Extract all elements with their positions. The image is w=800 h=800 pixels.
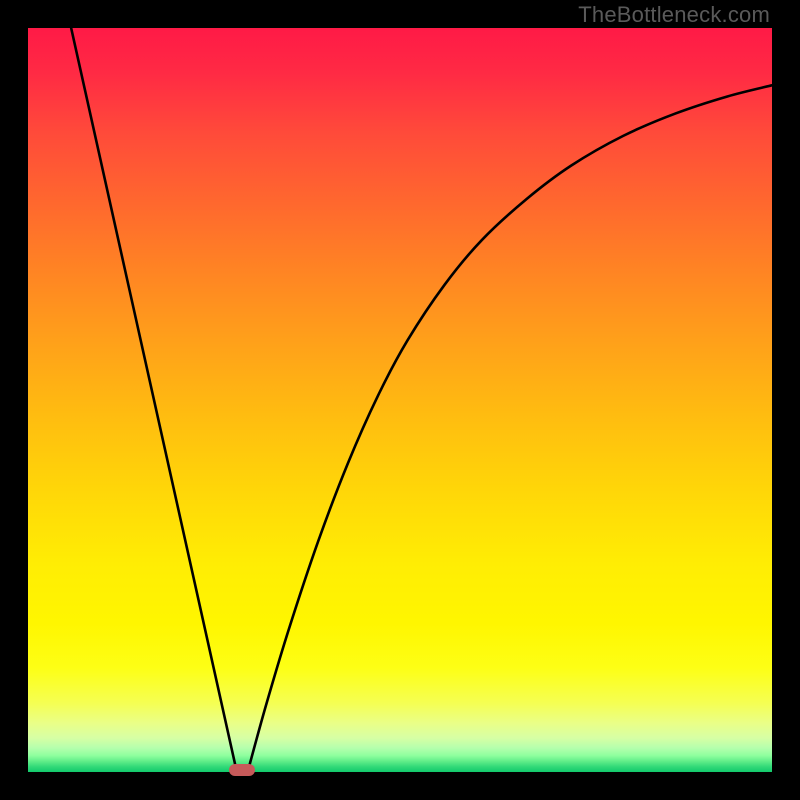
vertex-marker	[229, 764, 255, 776]
watermark-text: TheBottleneck.com	[578, 2, 770, 28]
chart-frame	[0, 0, 800, 800]
plot-area	[28, 28, 772, 772]
